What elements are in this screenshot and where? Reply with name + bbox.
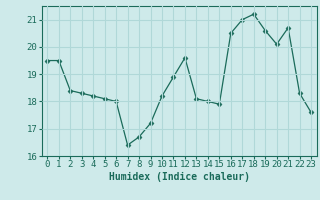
X-axis label: Humidex (Indice chaleur): Humidex (Indice chaleur) [109,172,250,182]
